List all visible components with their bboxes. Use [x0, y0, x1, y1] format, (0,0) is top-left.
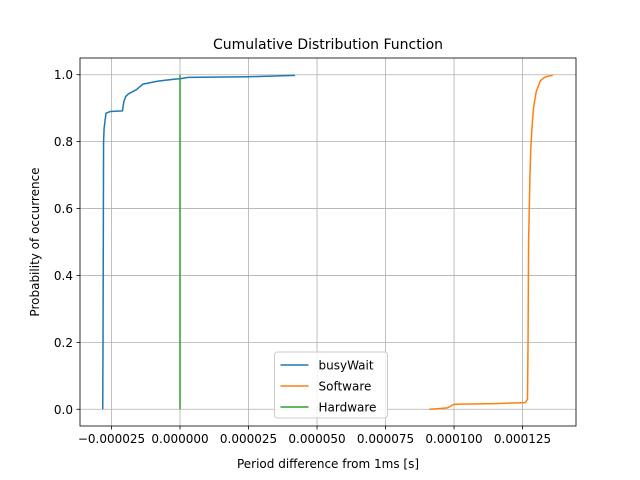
x-tick-label: 0.000025: [220, 432, 277, 446]
x-tick-label: 0.000125: [494, 432, 551, 446]
y-axis-label: Probability of occurrence: [28, 167, 42, 316]
y-tick-label: 1.0: [54, 68, 73, 82]
x-tick-label: 0.000000: [151, 432, 208, 446]
chart-title: Cumulative Distribution Function: [213, 37, 443, 53]
legend-label-busywait: busyWait: [319, 359, 374, 373]
y-tick-label: 0.4: [54, 269, 73, 283]
x-tick-label: 0.000050: [288, 432, 345, 446]
legend: busyWait Software Hardware: [274, 351, 388, 419]
legend-label-software: Software: [319, 380, 372, 394]
y-tick-label: 0.8: [54, 135, 73, 149]
x-tick-label: 0.000075: [357, 432, 414, 446]
grid-lines: [80, 58, 576, 426]
series-line-busywait: [101, 74, 296, 410]
x-tick-label: 0.000100: [425, 432, 482, 446]
y-tick-label: 0.0: [54, 403, 73, 417]
x-tick-label: −0.000025: [78, 432, 145, 446]
plot-frame: [79, 57, 577, 427]
axis-ticks: −0.000025 0.000000 0.000025 0.000050 0.00007…: [54, 68, 551, 446]
series-lines: [101, 74, 553, 411]
x-axis-label: Period difference from 1ms [s]: [237, 457, 419, 471]
series-line-software: [429, 74, 553, 411]
y-tick-label: 0.6: [54, 202, 73, 216]
legend-box: [274, 351, 388, 419]
y-tick-label: 0.2: [54, 336, 73, 350]
legend-label-hardware: Hardware: [319, 401, 377, 415]
